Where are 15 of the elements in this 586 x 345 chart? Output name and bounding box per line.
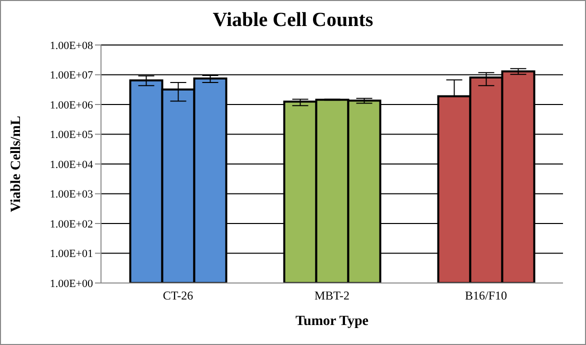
- x-tick-label: B16/F10: [464, 288, 508, 303]
- y-axis-title: Viable Cells/mL: [8, 116, 24, 212]
- y-tick-label: 1.00E+04: [50, 158, 94, 171]
- y-tick-label: 1.00E+07: [50, 70, 94, 82]
- chart-title: Viable Cell Counts: [212, 8, 374, 33]
- y-tick-label: 1.00E+08: [50, 40, 94, 52]
- y-tick-label: 1.00E+03: [50, 188, 94, 201]
- x-tick-label: MBT-2: [314, 288, 350, 303]
- y-tick-label: 1.00E+05: [50, 129, 94, 142]
- x-tick-label: CT-26: [162, 288, 194, 303]
- x-axis-title: Tumor Type: [295, 314, 369, 329]
- y-tick-label: 1.00E+06: [50, 99, 94, 112]
- y-tick-label: 1.00E+00: [50, 278, 94, 290]
- y-tick-label: 1.00E+01: [50, 248, 93, 260]
- y-tick-label: 1.00E+02: [50, 218, 93, 230]
